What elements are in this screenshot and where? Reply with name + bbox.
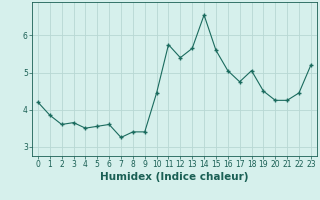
X-axis label: Humidex (Indice chaleur): Humidex (Indice chaleur) — [100, 172, 249, 182]
